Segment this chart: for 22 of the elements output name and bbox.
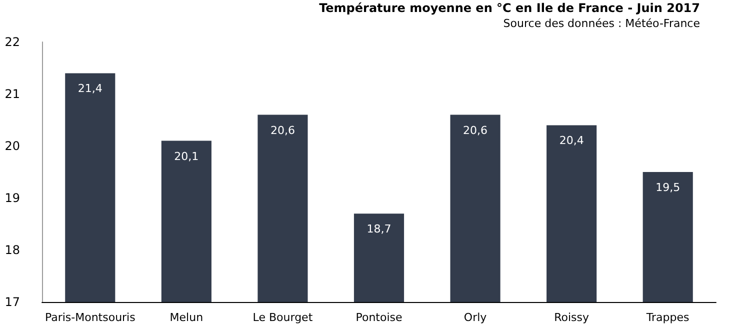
y-tick-label: 20 bbox=[4, 139, 20, 153]
x-tick-label: Orly bbox=[464, 311, 488, 324]
x-tick-label: Melun bbox=[170, 311, 204, 324]
y-tick-label: 17 bbox=[4, 295, 20, 309]
y-tick-label: 21 bbox=[4, 87, 20, 101]
x-tick-label: Trappes bbox=[645, 311, 690, 324]
y-tick-label: 18 bbox=[4, 243, 20, 257]
data-label: 20,4 bbox=[559, 134, 584, 148]
x-tick-label: Le Bourget bbox=[252, 311, 314, 324]
x-tick-label: Pontoise bbox=[356, 311, 402, 324]
x-tick-label: Paris-Montsouris bbox=[44, 311, 136, 324]
data-label: 21,4 bbox=[78, 82, 102, 96]
y-tick-label: 19 bbox=[4, 191, 20, 205]
y-tick-label: 22 bbox=[4, 35, 20, 49]
data-label: 20,6 bbox=[270, 124, 295, 137]
chart-title: Température moyenne en °C en Ile de France - Juin 2017 bbox=[319, 1, 700, 15]
data-label: 20,1 bbox=[174, 150, 199, 163]
x-tick-label: Roissy bbox=[554, 311, 590, 324]
data-label: 19,5 bbox=[656, 181, 680, 194]
data-label: 20,6 bbox=[463, 124, 488, 137]
chart-subtitle: Source des données : Météo-France bbox=[503, 17, 700, 30]
data-label: 18,7 bbox=[366, 222, 392, 236]
